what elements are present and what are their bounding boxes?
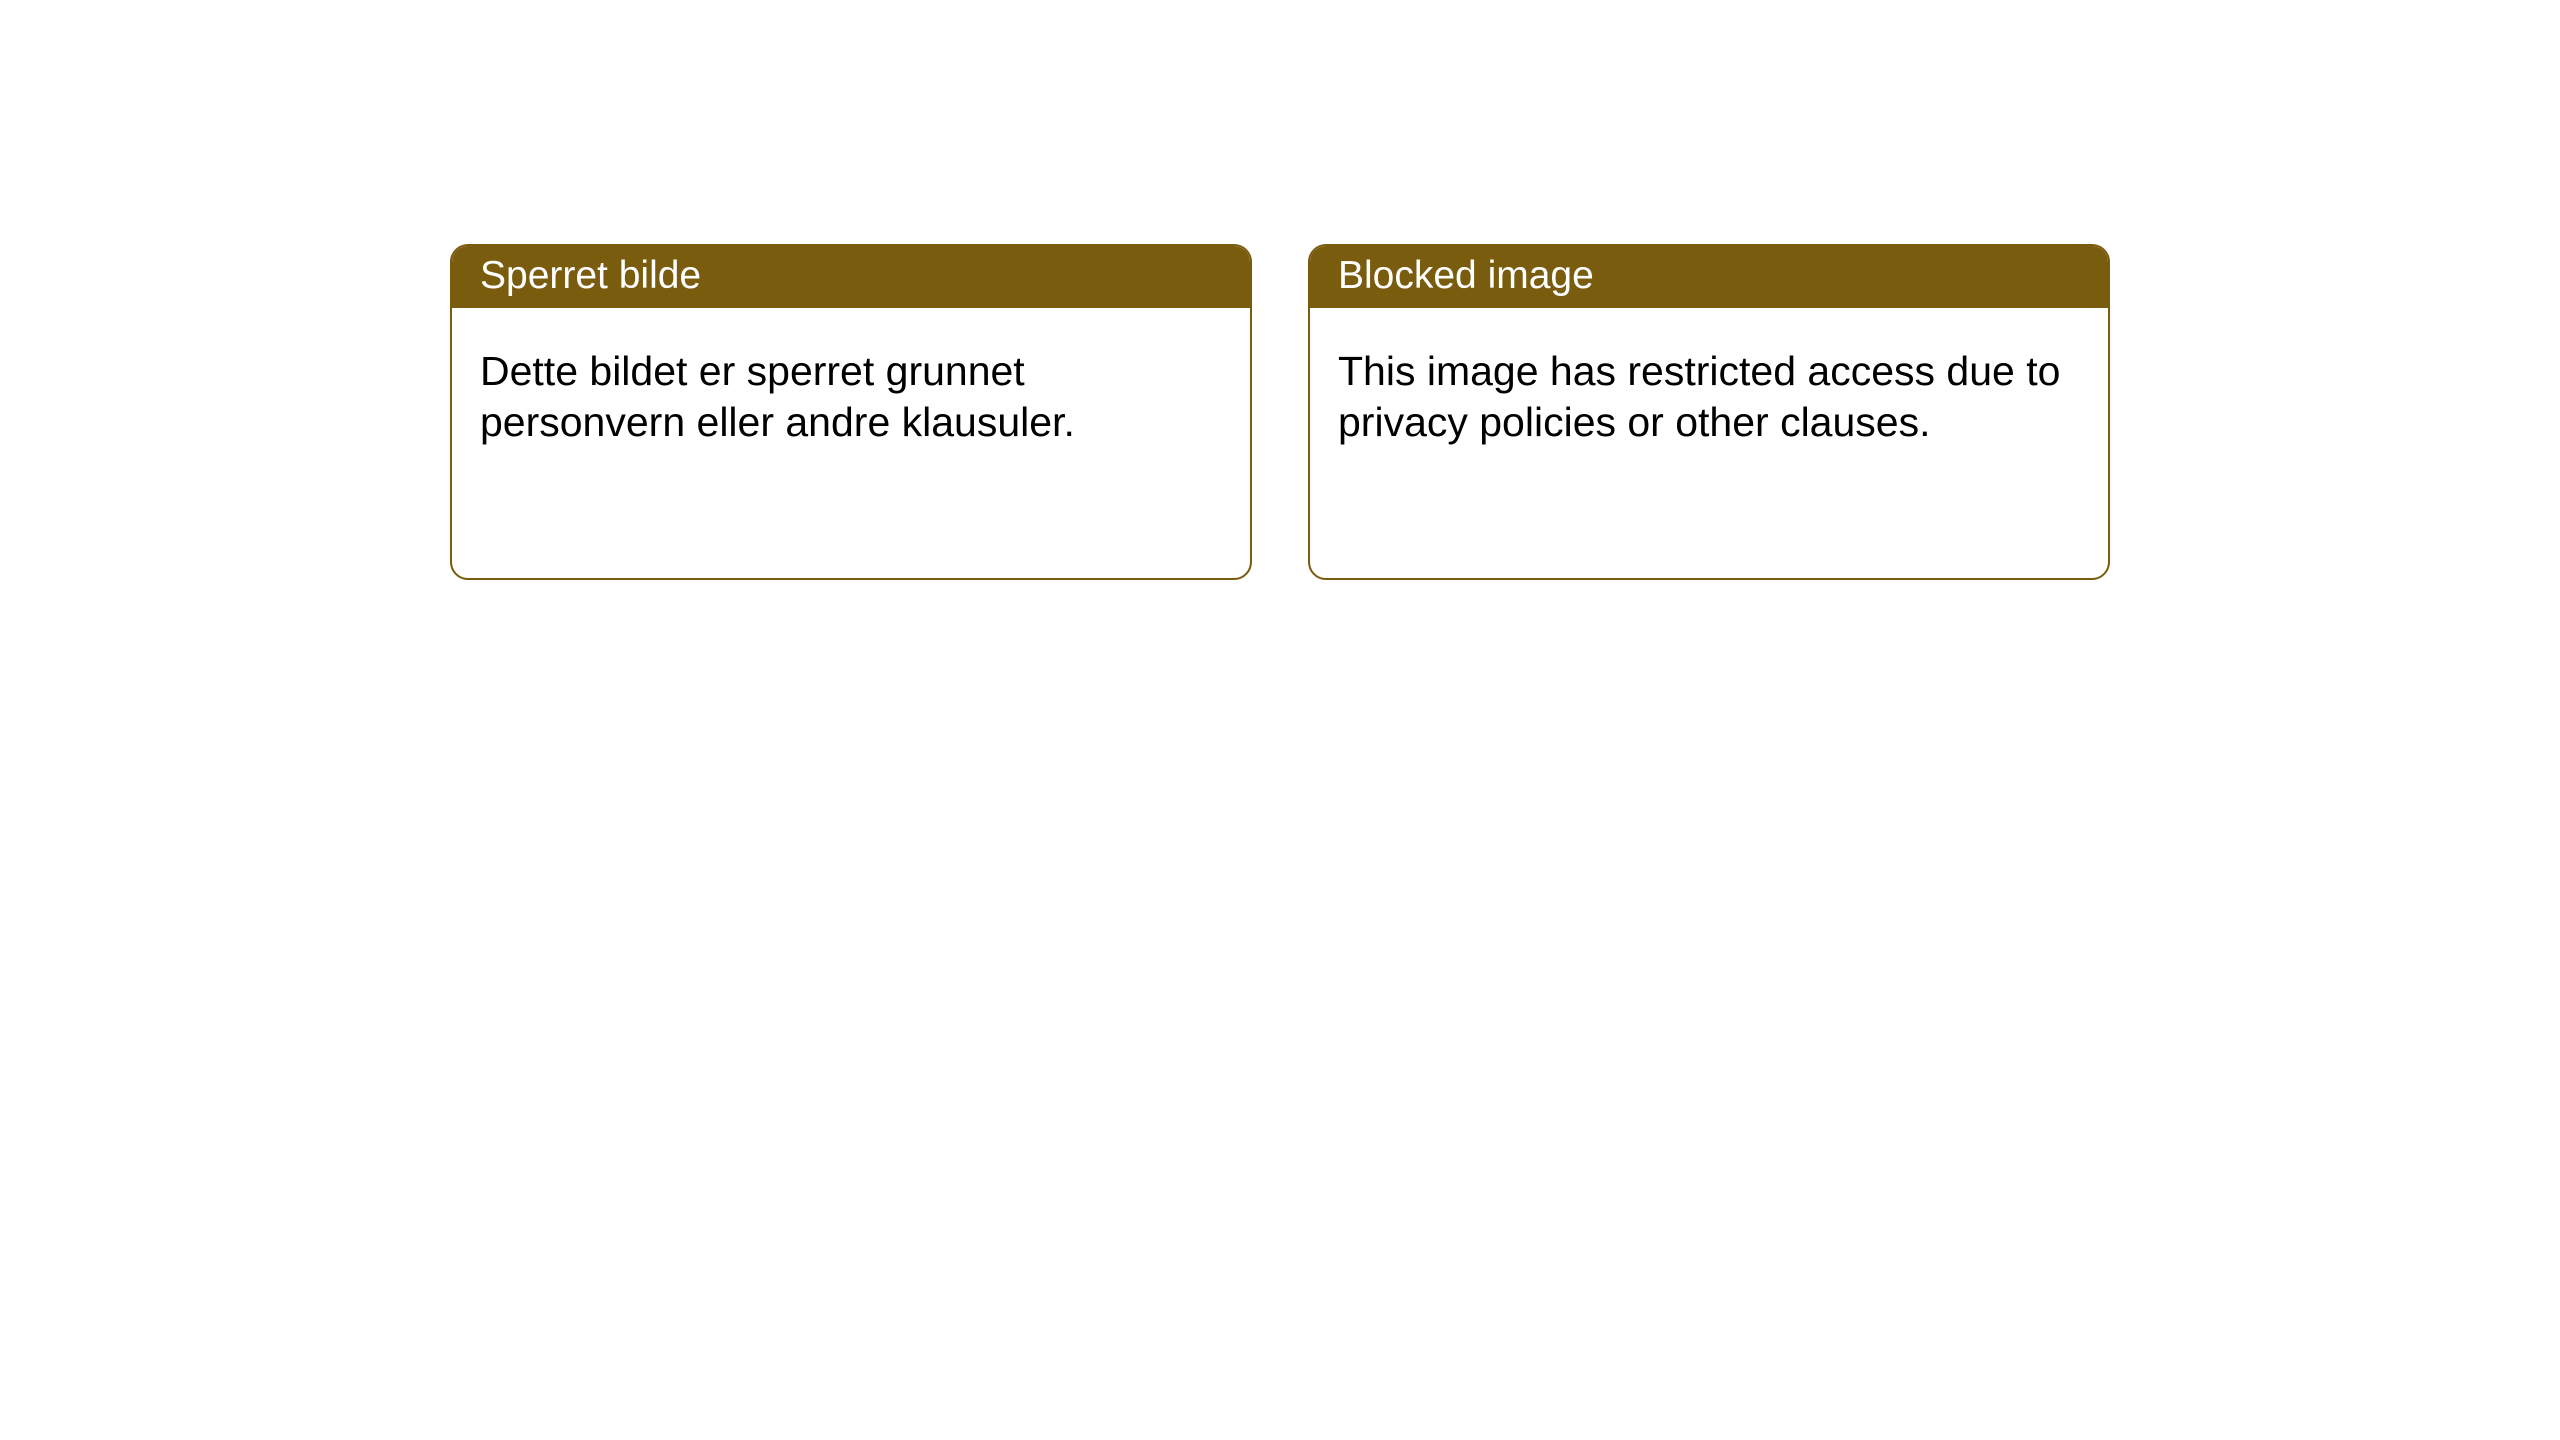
notice-card-english: Blocked image This image has restricted … — [1308, 244, 2110, 580]
notice-card-body: Dette bildet er sperret grunnet personve… — [452, 308, 1250, 578]
notice-title: Blocked image — [1338, 254, 1594, 297]
notice-card-header: Blocked image — [1310, 246, 2108, 308]
notice-container: Sperret bilde Dette bildet er sperret gr… — [0, 0, 2560, 580]
notice-card-header: Sperret bilde — [452, 246, 1250, 308]
notice-card-norwegian: Sperret bilde Dette bildet er sperret gr… — [450, 244, 1252, 580]
notice-body-text: This image has restricted access due to … — [1338, 348, 2060, 445]
notice-body-text: Dette bildet er sperret grunnet personve… — [480, 348, 1075, 445]
notice-card-body: This image has restricted access due to … — [1310, 308, 2108, 578]
notice-title: Sperret bilde — [480, 254, 701, 297]
